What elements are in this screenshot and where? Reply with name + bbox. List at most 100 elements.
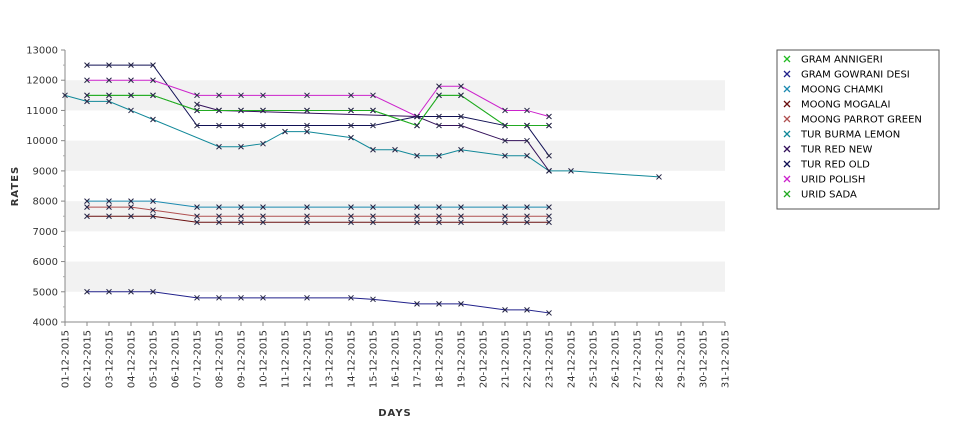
data-point [546,122,552,129]
x-tick-label: 08-12-2015 [215,330,226,388]
x-tick-label: 22-12-2015 [523,330,534,388]
x-tick-label: 07-12-2015 [193,330,204,388]
x-tick-label: 12-12-2015 [303,330,314,388]
data-point [304,122,310,129]
legend-marker-icon [783,85,791,93]
data-point [304,219,310,226]
data-point [414,219,420,226]
data-point [546,168,552,174]
legend-marker-icon [783,160,791,168]
x-tick-label: 03-12-2015 [105,330,116,388]
data-point [458,113,464,120]
data-point [546,310,552,316]
x-tick-label: 13-12-2015 [325,330,336,388]
data-point [414,152,420,159]
data-point [524,204,530,211]
data-point [216,294,222,301]
data-point [348,219,354,226]
data-point [436,204,442,211]
x-tick-label: 18-12-2015 [435,330,446,388]
data-point [546,219,552,226]
data-point [370,107,376,114]
data-point [128,204,134,211]
data-point [216,204,222,211]
data-point [238,92,244,99]
legend-marker-icon [783,175,791,183]
data-point [106,98,112,105]
data-point [458,146,464,153]
x-tick-label: 31-12-2015 [721,330,732,388]
data-point [502,152,508,159]
x-tick-label: 26-12-2015 [611,330,622,388]
x-tick-label: 04-12-2015 [127,330,138,388]
series-tur-red-old [84,62,552,159]
legend-marker-icon [783,145,791,153]
data-point [458,204,464,211]
data-point [84,204,90,211]
data-point [414,122,420,129]
data-point [348,213,354,220]
data-point [260,204,266,211]
x-tick-label: 19-12-2015 [457,330,468,388]
series-tur-red-new [194,101,552,174]
series-gram-gowrani-desi [84,288,552,316]
series-group [62,62,662,316]
x-tick-label: 23-12-2015 [545,330,556,388]
data-point [458,83,464,90]
data-point [194,213,200,220]
y-tick-label: 9000 [33,166,58,177]
data-point [414,113,420,120]
data-point [128,198,134,204]
y-tick-label: 6000 [33,257,58,268]
data-point [370,146,376,153]
data-point [436,219,442,226]
data-point [216,143,222,150]
data-point [546,213,552,220]
x-tick-label: 30-12-2015 [699,330,710,388]
data-point [348,92,354,99]
data-point [502,122,508,129]
legend-box [776,49,940,210]
data-point [216,92,222,99]
data-point [304,213,310,220]
data-point [260,107,266,114]
data-point [238,294,244,301]
data-point [238,107,244,114]
x-tick-label: 20-12-2015 [479,330,490,388]
x-tick-label: 27-12-2015 [633,330,644,388]
data-point [194,219,200,226]
legend-entry: MOONG CHAMKI [801,85,883,96]
legend-marker-icon [783,55,791,63]
legend-entry: URID POLISH [801,175,865,186]
legend-entry: TUR BURMA LEMON [800,130,900,141]
data-point [546,113,552,120]
data-point [150,62,156,68]
x-tick-label: 01-12-2015 [61,330,72,388]
data-point [150,198,156,204]
data-point [216,107,222,114]
data-point [128,107,134,114]
data-point [458,122,464,129]
data-point [458,213,464,220]
y-tick-label: 4000 [33,318,58,329]
y-axis-title: RATES [10,166,21,207]
x-tick-label: 11-12-2015 [281,330,292,388]
legend-entry: TUR RED OLD [800,160,870,171]
x-tick-label: 28-12-2015 [655,330,666,388]
y-tick-label: 11000 [26,106,58,117]
x-tick-label: 10-12-2015 [259,330,270,388]
data-point [128,92,134,99]
legend-entry: MOONG PARROT GREEN [801,115,922,126]
data-point [128,288,134,295]
data-point [216,219,222,226]
data-point [194,101,200,108]
x-tick-label: 29-12-2015 [677,330,688,388]
data-point [150,288,156,295]
x-tick-label: 02-12-2015 [83,330,94,388]
data-point [370,219,376,226]
data-point [414,301,420,307]
data-point [348,134,354,141]
data-point [502,204,508,211]
data-point [238,204,244,211]
data-point [656,174,662,180]
